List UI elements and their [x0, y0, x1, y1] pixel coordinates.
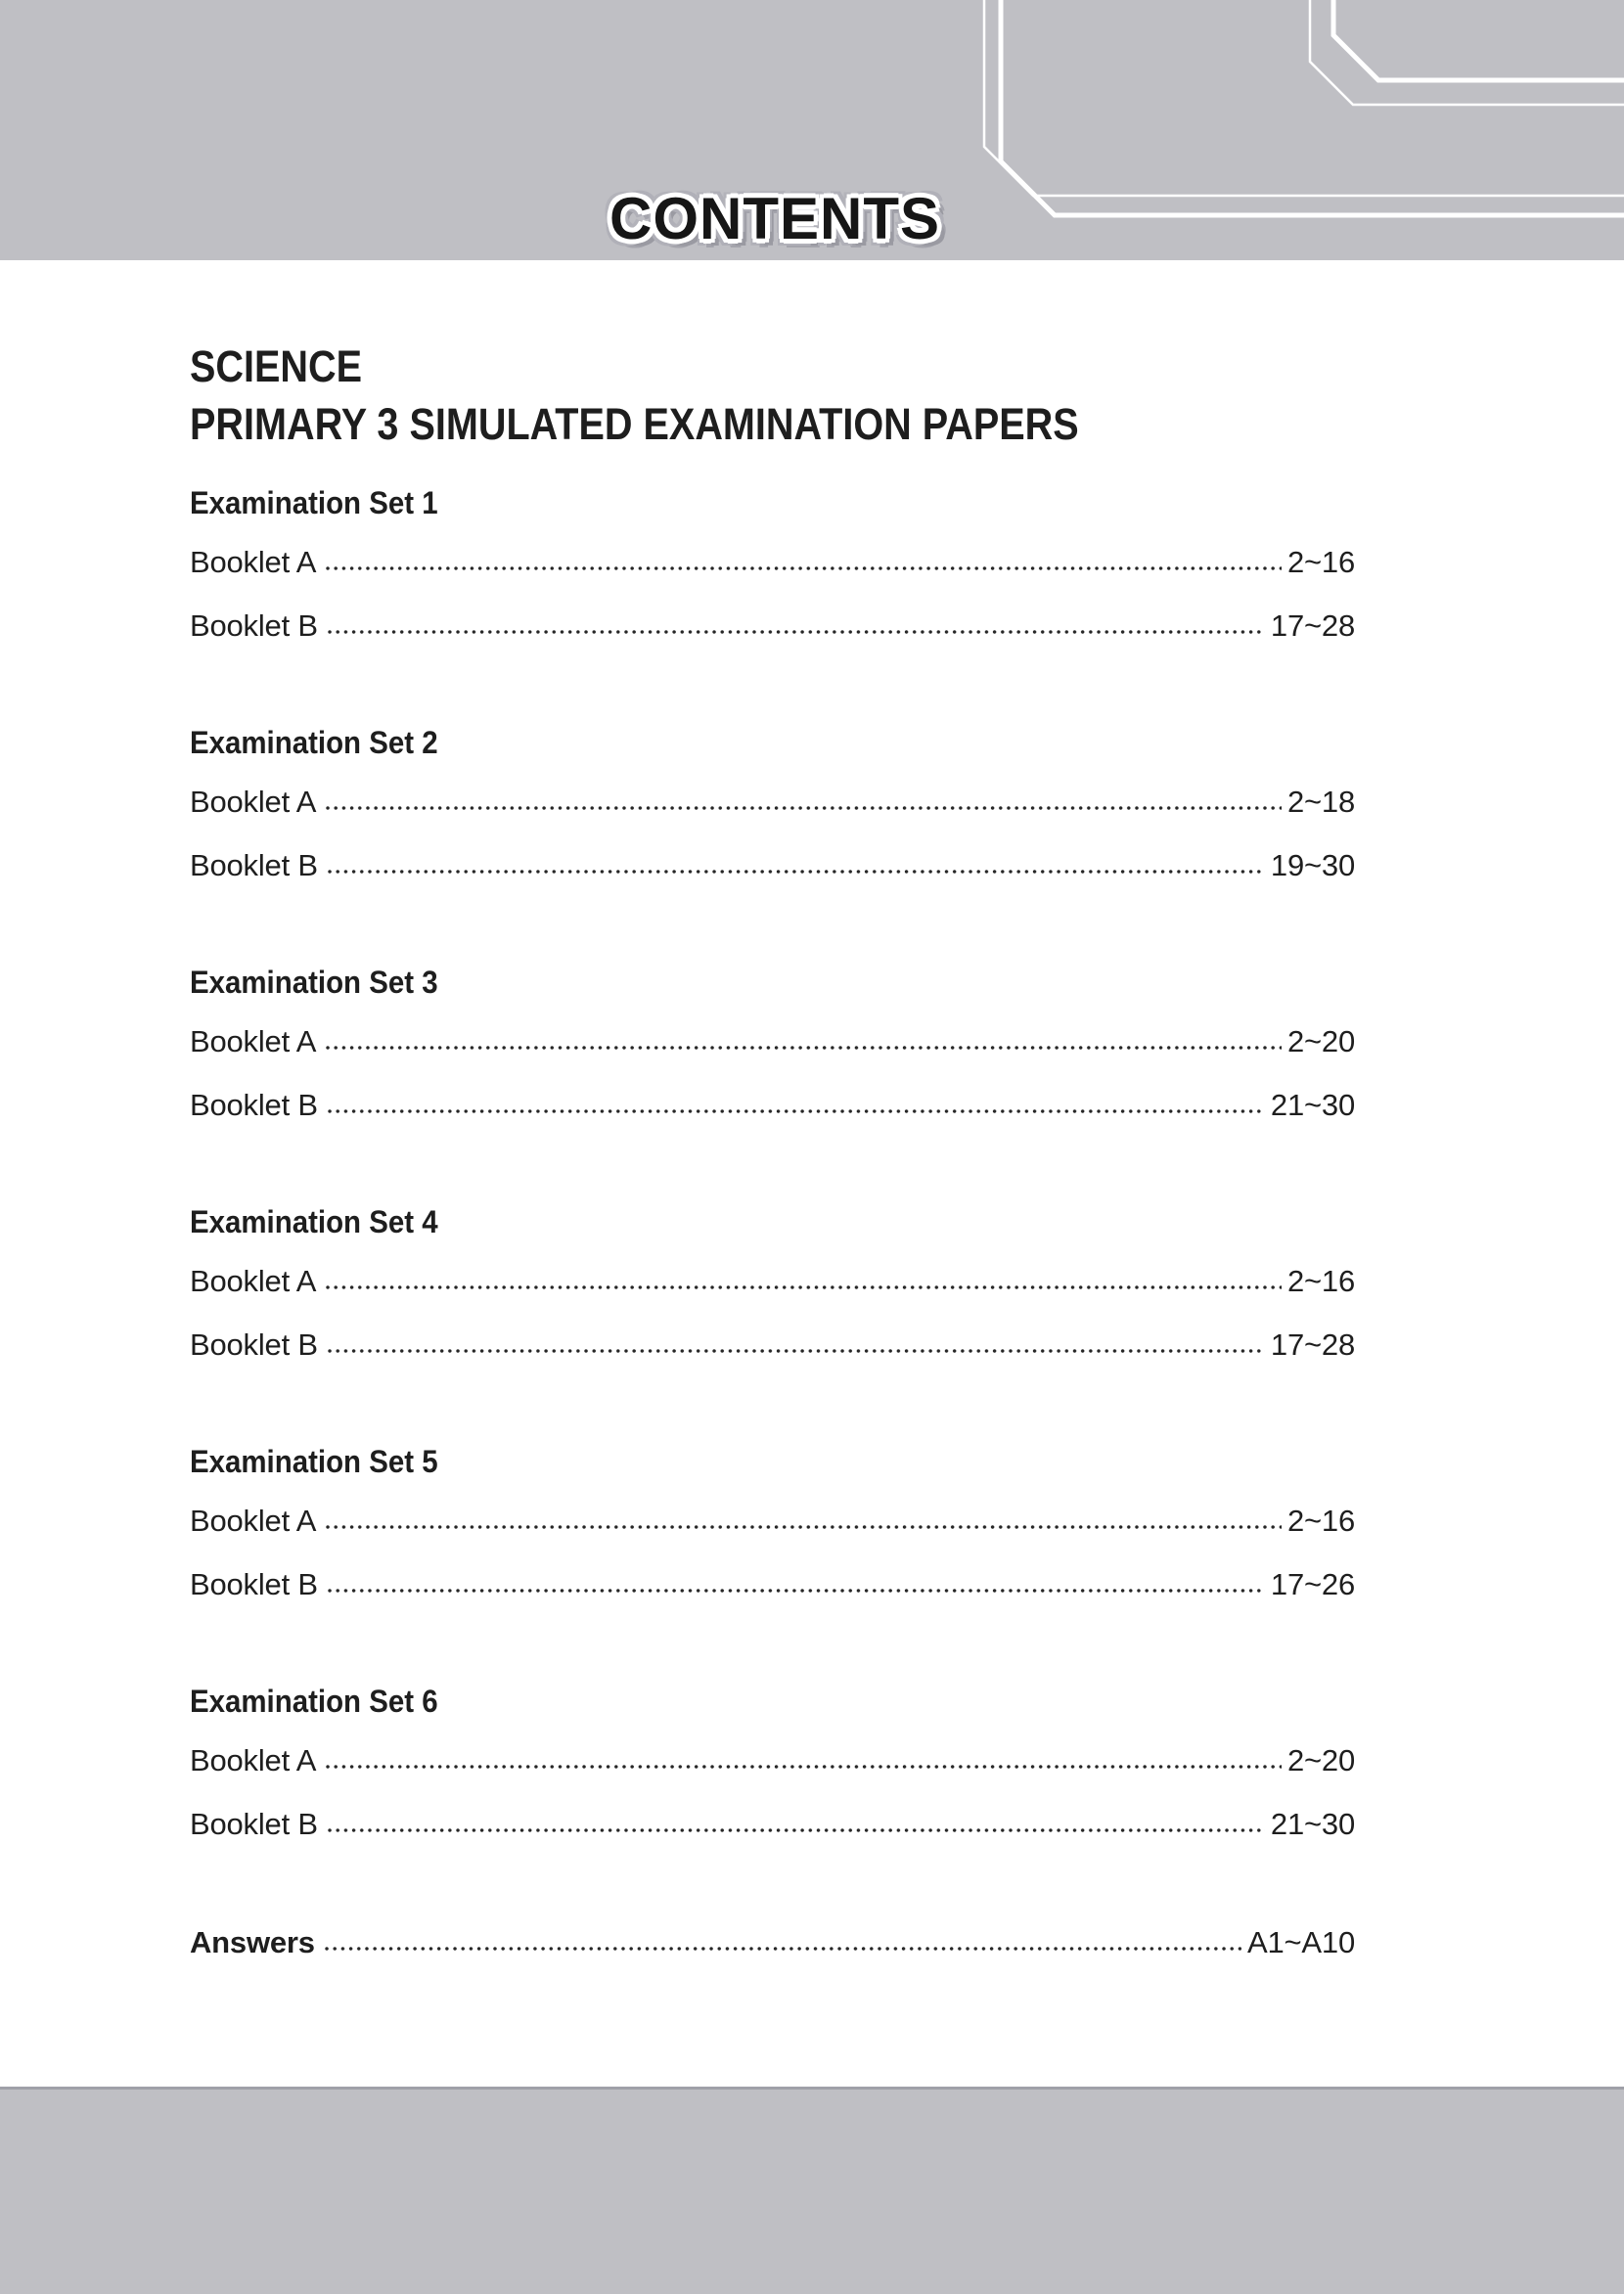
toc-row-pages: 2~16: [1286, 1264, 1355, 1298]
toc-row-label: Booklet A: [190, 1264, 317, 1298]
toc-row-label: Booklet B: [190, 1327, 318, 1362]
exam-set-5-section: Examination Set 5 Booklet A 2~16 Booklet…: [190, 1446, 1355, 1599]
toc-row: Booklet A 2~20: [190, 1026, 1355, 1057]
table-of-contents: SCIENCE PRIMARY 3 SIMULATED EXAMINATION …: [190, 260, 1355, 1957]
dot-leader: [326, 1523, 1282, 1531]
toc-row-pages: 19~30: [1270, 848, 1355, 882]
toc-row-pages: 17~28: [1270, 608, 1355, 643]
exam-set-3-title: Examination Set 3: [190, 965, 438, 1000]
toc-row-label: Booklet A: [190, 1504, 317, 1538]
toc-row: Booklet A 2~20: [190, 1745, 1355, 1776]
dot-leader: [327, 1347, 1265, 1355]
toc-row-pages: 2~16: [1286, 545, 1355, 579]
toc-row-label: Booklet A: [190, 545, 317, 579]
dot-leader: [327, 868, 1265, 876]
series-heading: PRIMARY 3 SIMULATED EXAMINATION PAPERS: [190, 399, 1079, 449]
toc-row-label: Booklet B: [190, 848, 318, 882]
exam-set-5-title: Examination Set 5: [190, 1444, 438, 1479]
exam-set-2-section: Examination Set 2 Booklet A 2~18 Booklet…: [190, 727, 1355, 880]
page-title: CONTENTS: [609, 186, 940, 251]
dot-leader: [327, 1587, 1265, 1595]
toc-row: Booklet A 2~16: [190, 547, 1355, 577]
toc-row: Booklet B 21~30: [190, 1090, 1355, 1120]
toc-row-label: Booklet B: [190, 1567, 318, 1601]
dot-leader: [327, 1826, 1265, 1834]
toc-row-pages: 21~30: [1270, 1807, 1355, 1841]
toc-row-pages: 17~28: [1270, 1327, 1355, 1362]
toc-row: Booklet B 21~30: [190, 1809, 1355, 1839]
toc-row-label: Booklet B: [190, 1807, 318, 1841]
header-band: CONTENTS: [0, 0, 1624, 260]
toc-row: Booklet B 17~26: [190, 1569, 1355, 1599]
exam-set-4-title: Examination Set 4: [190, 1204, 438, 1239]
toc-row-pages: 2~20: [1286, 1024, 1355, 1058]
dot-leader: [327, 1107, 1265, 1115]
toc-row-pages: 2~16: [1286, 1504, 1355, 1538]
toc-row-pages: 2~20: [1286, 1743, 1355, 1777]
dot-leader: [326, 1044, 1282, 1052]
toc-row-pages: 2~18: [1286, 785, 1355, 819]
subject-heading: SCIENCE: [190, 341, 363, 391]
toc-row: Booklet B 19~30: [190, 850, 1355, 880]
exam-set-4-section: Examination Set 4 Booklet A 2~16 Booklet…: [190, 1206, 1355, 1360]
answers-label: Answers: [190, 1925, 315, 1959]
toc-row-pages: 21~30: [1270, 1088, 1355, 1122]
toc-row: Booklet B 17~28: [190, 610, 1355, 641]
toc-row-label: Booklet B: [190, 608, 318, 643]
toc-row-label: Booklet A: [190, 1743, 317, 1777]
toc-row: Booklet A 2~16: [190, 1266, 1355, 1296]
exam-set-6-section: Examination Set 6 Booklet A 2~20 Booklet…: [190, 1686, 1355, 1839]
exam-set-1-title: Examination Set 1: [190, 485, 438, 520]
dot-leader: [326, 1763, 1282, 1771]
toc-row: Booklet A 2~18: [190, 787, 1355, 817]
toc-row-label: Booklet A: [190, 785, 317, 819]
exam-set-6-title: Examination Set 6: [190, 1684, 438, 1719]
exam-set-3-section: Examination Set 3 Booklet A 2~20 Booklet…: [190, 967, 1355, 1120]
dot-leader: [324, 1945, 1242, 1953]
toc-row: Booklet A 2~16: [190, 1506, 1355, 1536]
exam-set-1-section: Examination Set 1 Booklet A 2~16 Booklet…: [190, 487, 1355, 641]
answers-row: Answers A1~A10: [190, 1927, 1355, 1957]
corner-frame-decoration: [982, 0, 1624, 218]
dot-leader: [326, 564, 1282, 572]
toc-row-pages: 17~26: [1270, 1567, 1355, 1601]
answers-pages: A1~A10: [1247, 1925, 1355, 1959]
dot-leader: [327, 628, 1265, 636]
toc-row: Booklet B 17~28: [190, 1329, 1355, 1360]
exam-set-2-title: Examination Set 2: [190, 725, 438, 760]
dot-leader: [326, 804, 1282, 812]
dot-leader: [326, 1283, 1282, 1291]
toc-row-label: Booklet A: [190, 1024, 317, 1058]
footer-band: [0, 2087, 1624, 2294]
toc-row-label: Booklet B: [190, 1088, 318, 1122]
